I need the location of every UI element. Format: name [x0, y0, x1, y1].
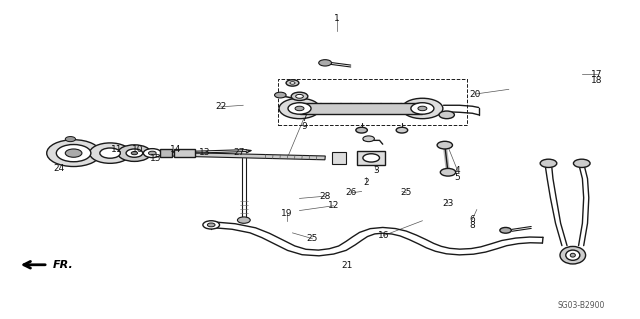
Text: 26: 26: [345, 189, 356, 197]
Circle shape: [319, 60, 332, 66]
Text: 20: 20: [469, 90, 481, 99]
Text: 16: 16: [378, 231, 390, 240]
Circle shape: [203, 221, 220, 229]
Text: 7: 7: [301, 114, 307, 122]
Circle shape: [440, 168, 456, 176]
Circle shape: [237, 217, 250, 223]
Text: 24: 24: [53, 164, 65, 173]
Circle shape: [411, 103, 434, 114]
Circle shape: [118, 145, 151, 161]
Text: 23: 23: [442, 199, 454, 208]
Circle shape: [437, 141, 452, 149]
Text: 27: 27: [233, 148, 244, 157]
Text: 5: 5: [455, 173, 460, 182]
Circle shape: [207, 223, 215, 227]
Circle shape: [402, 98, 443, 119]
Text: 25: 25: [307, 234, 318, 243]
Text: 8: 8: [470, 221, 475, 230]
Circle shape: [363, 136, 374, 142]
Bar: [278, 79, 467, 125]
Circle shape: [500, 227, 511, 233]
Circle shape: [56, 145, 91, 162]
Bar: [174, 149, 195, 157]
Text: 14: 14: [170, 145, 181, 154]
Text: FR.: FR.: [52, 260, 73, 270]
Text: 28: 28: [319, 192, 331, 201]
Circle shape: [279, 98, 320, 119]
Circle shape: [143, 149, 161, 158]
Circle shape: [296, 94, 303, 98]
Text: 9: 9: [301, 122, 307, 130]
Text: 13: 13: [199, 148, 211, 157]
Ellipse shape: [566, 250, 580, 260]
Circle shape: [439, 111, 454, 119]
Circle shape: [131, 152, 138, 155]
Circle shape: [288, 103, 311, 114]
Circle shape: [356, 127, 367, 133]
Text: 1: 1: [335, 14, 340, 23]
Circle shape: [100, 148, 120, 158]
Text: 4: 4: [455, 166, 460, 175]
Text: 22: 22: [215, 102, 227, 111]
Circle shape: [290, 82, 295, 84]
Text: 10: 10: [132, 145, 143, 154]
Text: SG03-B2900: SG03-B2900: [557, 301, 605, 310]
Circle shape: [90, 143, 131, 163]
Text: 25: 25: [401, 189, 412, 197]
Circle shape: [418, 106, 427, 111]
Text: 2: 2: [364, 178, 369, 187]
Circle shape: [65, 149, 82, 157]
Circle shape: [126, 149, 143, 157]
Text: 19: 19: [281, 209, 292, 218]
Circle shape: [275, 92, 286, 98]
Text: 21: 21: [342, 261, 353, 270]
Circle shape: [286, 80, 299, 86]
Circle shape: [65, 137, 76, 142]
Circle shape: [47, 140, 100, 167]
Circle shape: [363, 154, 380, 162]
Circle shape: [295, 106, 304, 111]
Circle shape: [396, 127, 408, 133]
Bar: [357, 151, 385, 165]
Text: 15: 15: [150, 154, 161, 163]
Ellipse shape: [570, 253, 575, 257]
Circle shape: [148, 151, 156, 155]
Text: 17: 17: [591, 70, 603, 78]
Text: 3: 3: [374, 166, 379, 175]
Text: 12: 12: [328, 201, 339, 210]
Ellipse shape: [560, 246, 586, 264]
Circle shape: [291, 92, 308, 100]
Circle shape: [540, 159, 557, 167]
Bar: [300, 103, 422, 114]
Circle shape: [573, 159, 590, 167]
Polygon shape: [155, 152, 325, 160]
Bar: [160, 149, 172, 157]
Text: 6: 6: [470, 215, 475, 224]
Bar: [332, 152, 346, 164]
Text: 11: 11: [111, 145, 122, 154]
Text: 18: 18: [591, 76, 603, 85]
